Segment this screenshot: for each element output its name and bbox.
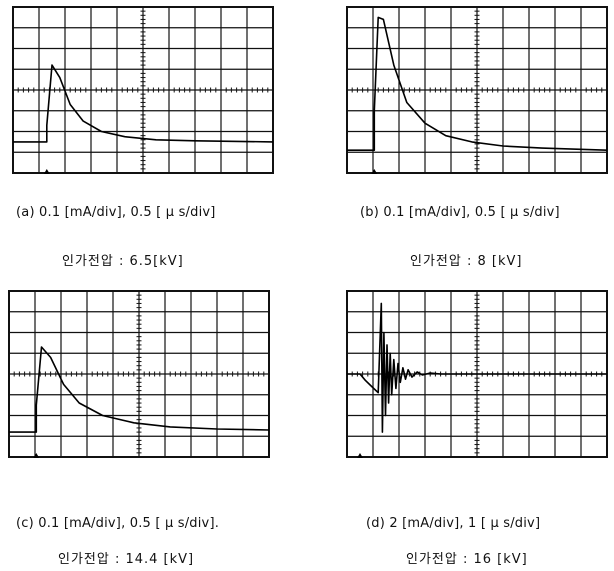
voltage-label-b: 인가전압 : 8 [kV] — [410, 254, 523, 269]
waveform-trace — [347, 16, 608, 151]
trigger-marker — [33, 453, 40, 458]
trigger-marker — [357, 453, 363, 458]
scope-plot-b — [346, 6, 608, 174]
voltage-label-d: 인가전압 : 16 [kV] — [406, 552, 528, 567]
scope-panel-b — [344, 4, 610, 176]
scope-plot-d — [346, 290, 608, 458]
scope-panel-c — [6, 288, 272, 460]
scope-panel-d — [344, 288, 610, 460]
voltage-label-c: 인가전압 : 14.4 [kV] — [58, 552, 195, 567]
caption-a: (a) 0.1 [mA/div], 0.5 [ μ s/div] — [16, 205, 216, 220]
trigger-marker — [43, 169, 50, 174]
scope-panel-a — [10, 4, 276, 176]
caption-b: (b) 0.1 [mA/div], 0.5 [ μ s/div] — [360, 205, 560, 220]
scope-plot-c — [8, 290, 270, 458]
caption-c: (c) 0.1 [mA/div], 0.5 [ μ s/div]. — [16, 516, 220, 531]
waveform-trace — [9, 346, 270, 433]
voltage-label-a: 인가전압 : 6.5[kV] — [62, 254, 184, 269]
scope-plot-a — [12, 6, 274, 174]
trigger-marker — [371, 169, 378, 174]
caption-d: (d) 2 [mA/div], 1 [ μ s/div] — [366, 516, 541, 531]
waveform-trace — [13, 64, 274, 143]
waveform-trace — [347, 302, 607, 433]
